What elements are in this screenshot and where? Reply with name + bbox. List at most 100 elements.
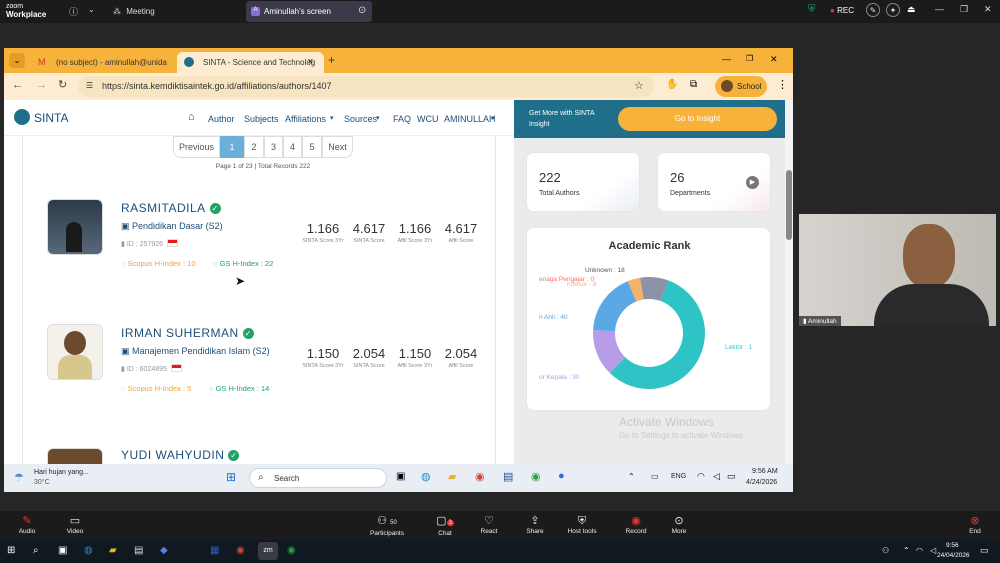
author-department[interactable]: ▣ Manajemen Pendidikan Islam (S2) [121,346,270,357]
zoom-app-icon[interactable]: ● [558,470,565,482]
react-button[interactable]: ♡ React [464,514,514,535]
profile-button[interactable]: School [715,76,767,97]
chevron-down-icon[interactable]: ⌄ [88,5,95,14]
taskbar-search[interactable]: ⌕ Search [249,468,387,488]
tab-sinta[interactable]: SINTA - Science and Technolog ✕ [177,52,324,73]
record-button[interactable]: ◉ Record [611,514,661,535]
search-icon[interactable]: ⌕ [33,545,39,556]
video-button[interactable]: ▭ Video [50,514,100,535]
arrow-right-icon[interactable]: ▶ [746,176,759,189]
new-tab-icon[interactable]: + [328,53,336,67]
close-icon[interactable]: ✕ [984,4,992,14]
vscode-icon[interactable]: ◆ [160,545,168,556]
author-name[interactable]: YUDI WAHYUDIN ✓ [121,448,240,462]
volume-icon[interactable]: ◁ [713,471,720,481]
author-photo[interactable] [47,448,103,464]
zoom-taskbar-icon[interactable]: zm [258,542,278,560]
go-to-insight-button[interactable]: Go to Insight [618,107,777,131]
meeting-button[interactable]: ⁂ Meeting [113,7,155,16]
minimize-icon[interactable]: — [722,54,731,64]
donut-slice[interactable] [627,277,644,302]
sinta-logo-text[interactable]: SINTA [34,111,69,125]
vm-clock-time[interactable]: 9:56 AM [752,468,778,475]
close-icon[interactable]: ✕ [770,54,778,64]
exit-share-icon[interactable]: ⏏ [907,4,916,14]
back-icon[interactable]: ← [12,79,23,91]
forward-icon[interactable]: → [36,79,47,91]
extension-icon[interactable]: ✋ [666,79,679,90]
participant-video[interactable]: ▮ Aminullah [799,214,996,326]
chrome-icon[interactable]: ◉ [236,545,245,556]
menu-dots-icon[interactable]: ⋮ [777,79,788,91]
magic-icon[interactable]: ✦ [886,3,900,17]
more-icon[interactable]: ⊙ [358,5,367,16]
author-photo[interactable] [47,324,103,380]
author-name[interactable]: IRMAN SUHERMAN ✓ [121,326,254,340]
annotate-icon[interactable]: ✎ [866,3,880,17]
share-button[interactable]: ⇪ Share [510,514,560,535]
language-indicator[interactable]: ENG [671,473,687,480]
rec-indicator[interactable]: ● REC [830,6,854,15]
departments-card[interactable]: 26 Departments ▶ [657,152,771,212]
edge-icon[interactable]: ◍ [421,471,431,483]
windows-start-icon[interactable]: ⊞ [7,545,16,556]
word-icon[interactable]: ▦ [210,545,220,556]
notification-icon[interactable]: ▭ [980,545,989,555]
task-view-icon[interactable]: ▣ [58,545,68,556]
maximize-icon[interactable]: ❐ [960,4,969,14]
donut-slice[interactable] [640,277,669,302]
pager-previous[interactable]: Previous [173,136,220,158]
author-photo[interactable] [47,199,103,255]
nav-author[interactable]: Author [208,114,235,124]
nav-affiliations[interactable]: Affiliations [285,114,326,124]
participants-button[interactable]: ⚇ 50 Participants [362,514,412,537]
more-button[interactable]: ⊙ More [654,514,704,535]
info-icon[interactable]: ⓘ [69,7,79,17]
nav-sources[interactable]: Sources [344,114,378,124]
chat-button[interactable]: ▢ 3 Chat [420,514,470,537]
home-icon[interactable]: ⌂ [188,111,195,123]
store-icon[interactable]: ▤ [503,471,514,483]
vm-clock-date[interactable]: 4/24/2026 [746,479,778,486]
edge-icon[interactable]: ◍ [84,545,93,556]
chevron-up-icon[interactable]: ⌃ [628,472,635,481]
host-tools-button[interactable]: ⛨ Host tools [557,514,607,535]
pager-page-1[interactable]: 1 [220,136,244,158]
tab-search-icon[interactable]: ⌄ [9,53,25,68]
host-clock-date[interactable]: 24/04/2026 [937,552,970,559]
nav-subjects[interactable]: Subjects [244,114,279,124]
page-scrollbar[interactable] [785,100,793,464]
nav-wcu[interactable]: WCU [417,114,439,124]
chrome-icon[interactable]: ◉ [475,471,485,483]
people-icon[interactable]: ⚇ [882,546,890,555]
windows-start-icon[interactable]: ⊞ [226,470,237,484]
site-info-icon[interactable]: ☰ [86,81,94,90]
chrome-profile-icon[interactable]: ◉ [287,545,296,556]
system-tray-icon[interactable]: ▭ [651,472,659,481]
audio-button[interactable]: ✎ Audio [2,514,52,535]
volume-icon[interactable]: ◁ [930,546,937,555]
nav-faq[interactable]: FAQ [393,114,412,124]
pager-page-2[interactable]: 2 [244,136,264,158]
donut-slice[interactable] [593,330,626,374]
pager-page-4[interactable]: 4 [283,136,302,158]
end-button[interactable]: ⊗ End [950,514,1000,535]
file-explorer-icon[interactable]: ▰ [109,545,117,556]
pager-next[interactable]: Next [322,136,353,158]
sinta-logo-icon[interactable] [14,109,30,125]
weather-text[interactable]: Hari hujan yang... [34,469,89,476]
minimize-icon[interactable]: — [935,4,944,14]
chevron-up-icon[interactable]: ⌃ [903,546,910,555]
total-authors-card[interactable]: 222 Total Authors [526,152,640,212]
chrome-profile-icon[interactable]: ◉ [531,471,541,483]
battery-icon[interactable]: ▭ [727,471,736,481]
file-explorer-icon[interactable]: ▰ [448,471,457,483]
restore-icon[interactable]: ❐ [746,54,754,63]
author-name[interactable]: RASMITADILA ✓ [121,201,221,215]
bookmark-star-icon[interactable]: ☆ [634,80,644,92]
wifi-icon[interactable]: ◠ [916,546,923,555]
close-tab-icon[interactable]: ✕ [307,57,314,66]
store-icon[interactable]: ▤ [134,545,144,556]
share-screen-tab[interactable]: A Aminullah's screen ⊙ [246,1,372,22]
pager-page-5[interactable]: 5 [302,136,322,158]
